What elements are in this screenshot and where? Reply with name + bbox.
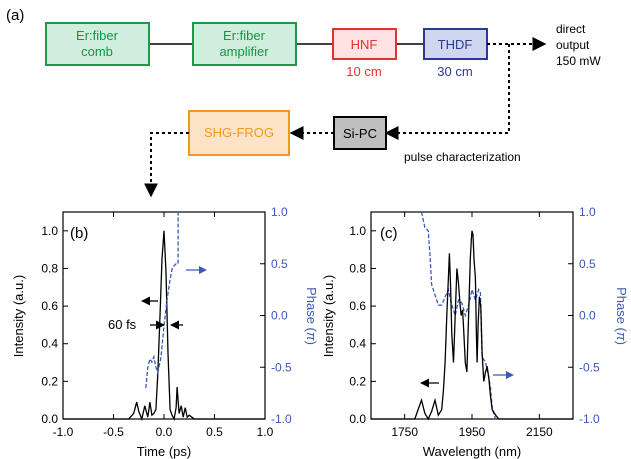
- x-tick-label: 0.5: [206, 425, 223, 439]
- y-tick-label: 0.2: [349, 374, 366, 388]
- y-tick-label: 0.4: [41, 337, 58, 351]
- chart-c-frame: [370, 211, 574, 420]
- y-tick-label: 0.6: [41, 299, 58, 313]
- y-tick-label: 0.8: [349, 261, 366, 275]
- chart-c-phase-line: [420, 211, 497, 420]
- x-tick-label: 1.0: [257, 425, 274, 439]
- y2-tick-label: -1.0: [579, 412, 600, 426]
- amplifier-label-line2: amplifier: [219, 44, 269, 59]
- x-tick-label: 1750: [391, 425, 418, 439]
- phase-indicator-arrow-b: [199, 266, 207, 274]
- thdf-length: 30 cm: [437, 64, 472, 79]
- x-tick-label: 2150: [526, 425, 553, 439]
- y2-tick-label: 0.0: [579, 309, 596, 323]
- y-tick-label: 1.0: [41, 224, 58, 238]
- y-tick-label: 0.0: [41, 412, 58, 426]
- chart-b: -1.0 -0.5 0.0 0.5 1.00.00.20.40.60.81.0-1.0-…: [11, 205, 319, 459]
- chart-c-ylabel: Intensity (a.u.): [321, 275, 336, 357]
- x-tick-label: 1950: [459, 425, 486, 439]
- fwhm-label: 60 fs: [108, 317, 137, 332]
- y2-tick-label: 0.0: [271, 309, 288, 323]
- thdf-label: THDF: [438, 37, 473, 52]
- chart-c-y2label: Phase (π): [614, 287, 629, 345]
- y-tick-label: 0.4: [349, 337, 366, 351]
- y2-tick-label: 1.0: [579, 205, 596, 219]
- hnf-label: HNF: [351, 37, 378, 52]
- chart-c-xlabel: Wavelength (nm): [423, 444, 522, 459]
- panel-label-b: (b): [70, 225, 88, 242]
- chart-c-intensity-line: [371, 230, 573, 421]
- block-erfiber-amplifier: [192, 22, 297, 66]
- comb-label-line1: Er:fiber: [76, 28, 119, 43]
- output-text-line3: 150 mW: [556, 54, 601, 68]
- chart-c-ticks: 1750 1950 2150 0.0 0.2 0.4 0.6 0.8 1.0 -1.0 -0.5 0.…: [349, 205, 600, 439]
- panel-label-c: (c): [380, 225, 398, 242]
- block-si-pc: [333, 116, 387, 150]
- hnf-length: 10 cm: [346, 64, 381, 79]
- block-erfiber-comb: [45, 22, 150, 66]
- y2-tick-label: -1.0: [271, 412, 292, 426]
- chart-b-ylabel: Intensity (a.u.): [11, 275, 26, 357]
- x-tick-label: -1.0: [53, 425, 74, 439]
- chart-b-ticks: -1.0 -0.5 0.0 0.5 1.00.00.20.40.60.81.0-1.0-…: [41, 205, 292, 439]
- comb-label-line2: comb: [81, 44, 113, 59]
- sipc-label: Si-PC: [343, 126, 377, 141]
- characterization-path: [384, 44, 510, 140]
- y2-tick-label: -0.5: [271, 360, 292, 374]
- chart-c: 1750 1950 2150 0.0 0.2 0.4 0.6 0.8 1.0 -1.0 -0.5 0.…: [321, 205, 629, 459]
- output-text-line2: output: [556, 38, 590, 52]
- y-tick-label: 0.6: [349, 299, 366, 313]
- chart-b-xlabel: Time (ps): [137, 444, 191, 459]
- pulse-characterization-label: pulse characterization: [404, 150, 521, 164]
- y2-tick-label: 1.0: [271, 205, 288, 219]
- setup-diagram: (a) Er:fiber comb Er:fiber amplifier HNF…: [6, 7, 601, 198]
- y2-tick-label: 0.5: [271, 257, 288, 271]
- phase-indicator-arrow-c: [506, 371, 514, 379]
- amplifier-label-line1: Er:fiber: [223, 28, 266, 43]
- block-thdf: [423, 28, 488, 60]
- output-text-line1: direct: [556, 22, 586, 36]
- panel-label-a: (a): [6, 7, 24, 24]
- x-tick-label: 0.0: [156, 425, 173, 439]
- y-tick-label: 1.0: [349, 224, 366, 238]
- y2-tick-label: 0.5: [579, 257, 596, 271]
- y-tick-label: 0.8: [41, 261, 58, 275]
- chart-b-y2label: Phase (π): [304, 287, 319, 345]
- y-tick-label: 0.0: [349, 412, 366, 426]
- y-tick-label: 0.2: [41, 374, 58, 388]
- frog-to-plot-arrow: [144, 132, 189, 198]
- y2-tick-label: -0.5: [579, 360, 600, 374]
- x-tick-label: -0.5: [103, 425, 124, 439]
- chart-b-intensity-line: [63, 230, 265, 422]
- chart-b-phase-line: [145, 211, 181, 388]
- block-hnf: [332, 28, 397, 60]
- frog-label: SHG-FROG: [204, 125, 274, 140]
